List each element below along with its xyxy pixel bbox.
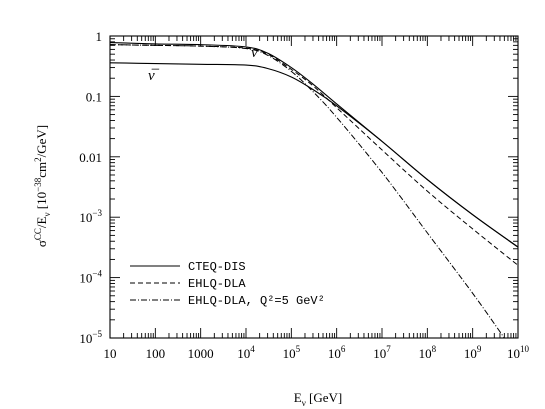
x-tick-label: 1000 xyxy=(188,346,214,361)
series-line-ehlq-dla-2 xyxy=(109,44,519,266)
y-tick-label: 10−3 xyxy=(79,208,102,225)
x-tick-label: 108 xyxy=(419,344,437,361)
x-tick-label: 1010 xyxy=(507,344,530,361)
y-tick-label: 10−4 xyxy=(79,269,102,286)
x-tick-label: 104 xyxy=(237,344,255,361)
y-tick-label: 0.1 xyxy=(86,89,102,104)
annotation-nubar: ν̅ xyxy=(148,68,160,84)
x-tick-label: 107 xyxy=(373,344,391,361)
y-tick-label: 0.01 xyxy=(79,150,102,165)
series-line-cteq-dis-1 xyxy=(109,62,519,248)
plot-frame xyxy=(109,35,519,339)
legend-label-ehlq-dla-q2: EHLQ-DLA, Q²=5 GeV² xyxy=(188,294,325,308)
legend-label-ehlq-dla: EHLQ-DLA xyxy=(188,277,246,291)
legend-label-cteq-dis: CTEQ-DIS xyxy=(188,260,246,274)
x-tick-label: 100 xyxy=(146,346,166,361)
x-tick-label: 106 xyxy=(328,344,346,361)
x-tick-label: 10 xyxy=(104,346,117,361)
y-tick-label: 10−5 xyxy=(79,329,102,346)
series-line-ehlq-dla-q-5-gev-3 xyxy=(109,44,505,339)
y-tick-label: 1 xyxy=(96,29,103,44)
x-tick-label: 105 xyxy=(283,344,301,361)
x-axis-title: Eν [GeV] xyxy=(294,390,343,408)
y-axis-title: σCC/Eν [10−38cm2/GeV] xyxy=(33,125,52,247)
x-tick-label: 109 xyxy=(464,344,482,361)
legend: CTEQ-DIS EHLQ-DLA EHLQ-DLA, Q²=5 GeV² xyxy=(130,260,325,308)
annotation-nu: ν xyxy=(251,45,258,61)
